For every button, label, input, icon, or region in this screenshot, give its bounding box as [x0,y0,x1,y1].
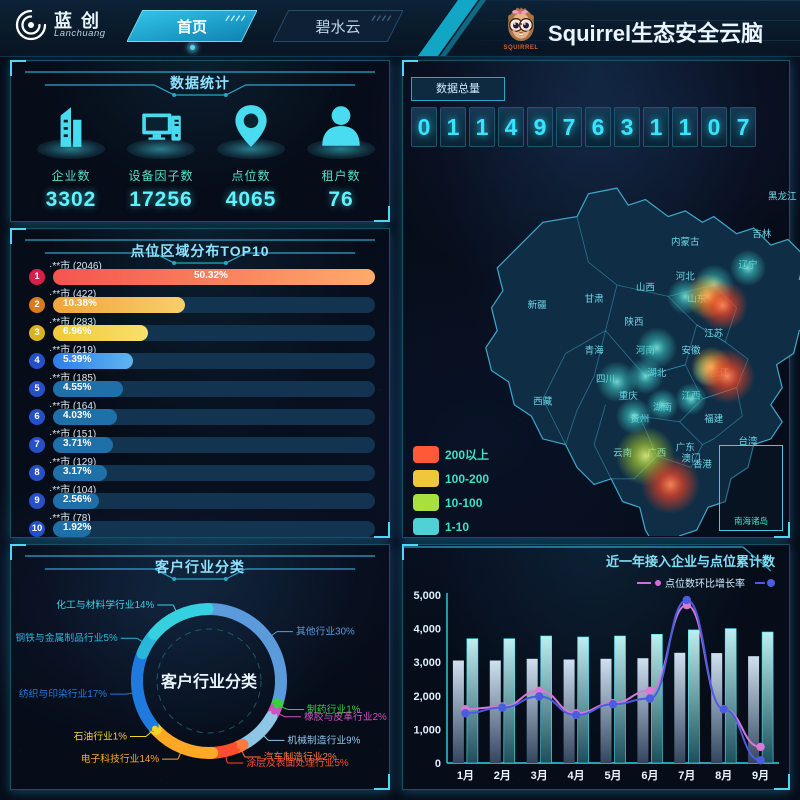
svg-text:5,000: 5,000 [413,591,441,602]
svg-text:4月: 4月 [568,769,585,781]
svg-text:化工与材料学行业14%: 化工与材料学行业14% [56,598,154,611]
svg-text:黑龙江: 黑龙江 [768,191,797,203]
svg-text:7月: 7月 [678,769,695,781]
svg-text:2,000: 2,000 [413,691,441,703]
svg-text:其他行业30%: 其他行业30% [296,625,355,638]
svg-text:2月: 2月 [494,769,511,781]
svg-text:3月: 3月 [531,769,548,781]
svg-text:4,000: 4,000 [413,624,441,636]
svg-text:0: 0 [435,758,441,770]
svg-text:8月: 8月 [715,769,732,781]
svg-text:青海: 青海 [585,344,605,356]
svg-text:客户行业分类: 客户行业分类 [161,672,258,691]
svg-text:1,000: 1,000 [413,724,441,736]
svg-text:石油行业1%: 石油行业1% [74,730,128,743]
svg-text:电子科技行业14%: 电子科技行业14% [81,752,160,765]
svg-text:陕西: 陕西 [624,316,643,328]
svg-text:3,000: 3,000 [413,657,441,669]
svg-text:1月: 1月 [457,769,474,781]
svg-text:吉林: 吉林 [752,228,772,240]
svg-text:涂层及表面处理行业5%: 涂层及表面处理行业5% [246,756,349,769]
svg-text:纺织与印染行业17%: 纺织与印染行业17% [19,687,107,700]
svg-text:内蒙古: 内蒙古 [671,236,700,248]
svg-text:6月: 6月 [641,769,658,781]
svg-text:山西: 山西 [636,283,655,294]
svg-text:机械制造行业9%: 机械制造行业9% [287,733,360,746]
svg-text:9月: 9月 [752,769,769,781]
svg-text:广东: 广东 [676,441,695,453]
svg-text:西藏: 西藏 [533,396,553,408]
svg-text:钢铁与金属制品行业5%: 钢铁与金属制品行业5% [15,631,118,644]
svg-text:甘肃: 甘肃 [585,293,604,305]
svg-text:橡胶与皮革行业2%: 橡胶与皮革行业2% [304,710,387,723]
svg-text:新疆: 新疆 [528,299,548,311]
svg-text:5月: 5月 [604,769,621,781]
svg-text:福建: 福建 [704,413,724,425]
